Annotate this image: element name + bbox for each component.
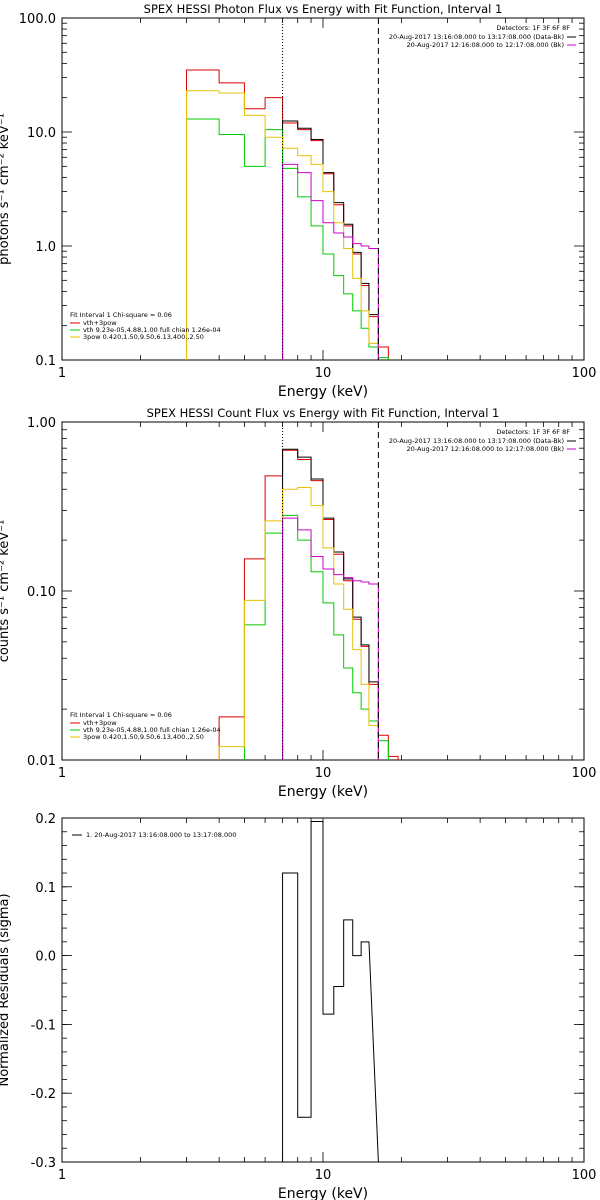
legend-entry-label: 3pow 0.420,1.50,9.50,6.13,400.,2.50 [83,733,204,741]
y-tick-label: 0.0 [35,950,56,965]
legend-header: Fit Interval 1 Chi-square = 0.06 [70,311,172,319]
series-group [282,820,379,1162]
chart-panel-3: 1 10 100 Energy (keV) -0.3 -0.2 -0.1 0.0 0.1 0.2 N… [0,812,596,1200]
y-tick-label: 0.01 [27,754,56,769]
legend-entry-label: vth+3pow [83,319,117,327]
series-line-5 [282,517,379,760]
legend-header: Detectors: 1F 3F 6F 8F [496,428,570,436]
x-tick-label: 10 [315,366,332,381]
x-tick-label: 100 [572,766,597,781]
legend-entry-label: vth 9.23e-05,4.88,1.00 full chian 1.26e-… [83,726,221,734]
y-tick-label: -0.1 [31,1018,56,1033]
series-line-1 [186,69,389,360]
y-tick-label: 10.0 [27,126,56,141]
series-line-4 [186,90,379,360]
x-tick-label: 1 [58,766,66,781]
legend-entry-label: 1. 20-Aug-2017 13:16:08.000 to 13:17:08.… [86,831,236,839]
legend-bottom-left: Fit Interval 1 Chi-square = 0.06vth+3pow… [70,711,221,741]
y-tick-label: 1.0 [35,240,56,255]
x-tick-label: 1 [58,366,66,381]
chart-title: SPEX HESSI Count Flux vs Energy with Fit… [147,406,500,420]
series-group [218,448,399,760]
y-axis-label: Normalized Residuals (sigma) [0,893,12,1086]
x-axis-label: Energy (keV) [278,384,368,400]
x-tick-label: 100 [572,366,597,381]
x-tick-label: 100 [572,1168,597,1183]
legend-header: Fit Interval 1 Chi-square = 0.06 [70,711,172,719]
legend-entry-label: 20-Aug-2017 12:16:08.000 to 12:17:08.000… [407,41,564,49]
y-axis-label: photons s⁻¹ cm⁻² keV⁻¹ [0,113,12,265]
series-line-2 [282,120,379,360]
series-line-4 [218,486,379,760]
legend-entry-label: 20-Aug-2017 13:16:08.000 to 13:17:08.000… [389,437,564,445]
legend-entry-label: 20-Aug-2017 12:16:08.000 to 12:17:08.000… [407,445,564,453]
y-tick-label: 0.2 [35,812,56,827]
series-line-2 [282,448,379,760]
series-line-1 [218,449,399,760]
legend-top-left: 1. 20-Aug-2017 13:16:08.000 to 13:17:08.… [72,831,236,839]
legend-entry-label: vth+3pow [83,719,117,727]
legend-bottom-left: Fit Interval 1 Chi-square = 0.06vth+3pow… [70,311,221,341]
chart-title: SPEX HESSI Photon Flux vs Energy with Fi… [144,2,503,16]
y-tick-label: 1.00 [27,416,56,431]
legend-entry-label: vth 9.23e-05,4.88,1.00 full chian 1.26e-… [83,326,221,334]
legend-header: Detectors: 1F 3F 6F 8F [496,24,570,32]
x-tick-label: 10 [315,766,332,781]
y-tick-label: 100.0 [19,12,56,27]
x-tick-label: 10 [315,1168,332,1183]
legend-entry-label: 20-Aug-2017 13:16:08.000 to 13:17:08.000… [389,33,564,41]
series-line-3 [243,514,389,760]
series-group [186,69,389,360]
series-line-1 [282,820,379,1162]
x-tick-label: 1 [58,1168,66,1183]
series-line-5 [282,163,379,360]
x-axis-label: Energy (keV) [278,1186,368,1200]
legend-entry-label: 3pow 0.420,1.50,9.50,6.13,400.,2.50 [83,333,204,341]
chart-panel-1: SPEX HESSI Photon Flux vs Energy with Fi… [0,2,596,400]
y-tick-label: 0.1 [35,354,56,369]
y-axis-label: counts s⁻¹ cm⁻² keV⁻¹ [0,520,12,663]
y-tick-label: -0.2 [31,1087,56,1102]
y-tick-label: 0.10 [27,585,56,600]
chart-panel-2: SPEX HESSI Count Flux vs Energy with Fit… [0,406,596,800]
y-tick-label: 0.1 [35,881,56,896]
x-axis-label: Energy (keV) [278,784,368,800]
y-tick-label: -0.3 [31,1156,56,1171]
